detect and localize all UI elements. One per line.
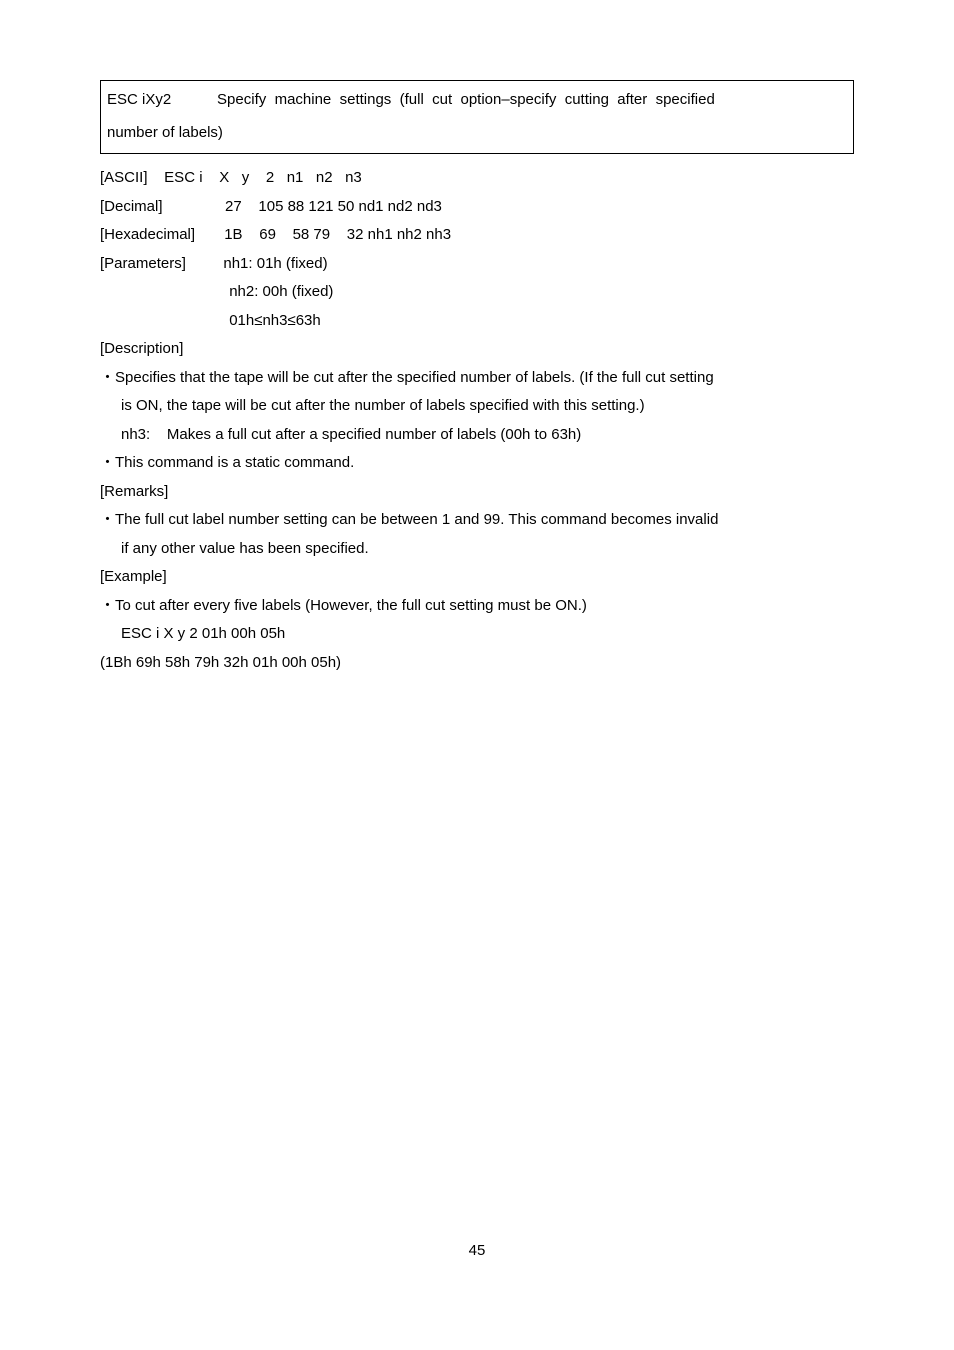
desc-line-1: ・Specifies that the tape will be cut aft… — [100, 364, 854, 393]
remarks-line-2: if any other value has been specified. — [100, 535, 854, 564]
page-number: 45 — [100, 1237, 854, 1266]
header-cmd: ESC iXy2 — [107, 91, 171, 108]
params-row-2: nh2: 00h (fixed) — [100, 278, 854, 307]
example-line-1: ・To cut after every five labels (However… — [100, 592, 854, 621]
remarks-line-1: ・The full cut label number setting can b… — [100, 506, 854, 535]
header-line-2: number of labels) — [107, 116, 847, 149]
example-line-2: ESC i X y 2 01h 00h 05h — [100, 620, 854, 649]
command-header-box: ESC iXy2 Specify machine settings (full … — [100, 80, 854, 154]
params-row-1: [Parameters] nh1: 01h (fixed) — [100, 250, 854, 279]
ascii-row: [ASCII] ESC i X y 2 n1 n2 n3 — [100, 164, 854, 193]
example-heading: [Example] — [100, 563, 854, 592]
header-line-1: ESC iXy2 Specify machine settings (full … — [107, 83, 847, 116]
desc-line-4: ・This command is a static command. — [100, 449, 854, 478]
example-line-3: (1Bh 69h 58h 79h 32h 01h 00h 05h) — [100, 649, 854, 678]
hex-row: [Hexadecimal] 1B 69 58 79 32 nh1 nh2 nh3 — [100, 221, 854, 250]
params-row-3: 01h≤nh3≤63h — [100, 307, 854, 336]
desc-line-2: is ON, the tape will be cut after the nu… — [100, 392, 854, 421]
remarks-heading: [Remarks] — [100, 478, 854, 507]
description-heading: [Description] — [100, 335, 854, 364]
desc-line-3: nh3: Makes a full cut after a specified … — [100, 421, 854, 450]
header-desc-1: Specify machine settings (full cut optio… — [217, 91, 715, 108]
decimal-row: [Decimal] 27 105 88 121 50 nd1 nd2 nd3 — [100, 193, 854, 222]
